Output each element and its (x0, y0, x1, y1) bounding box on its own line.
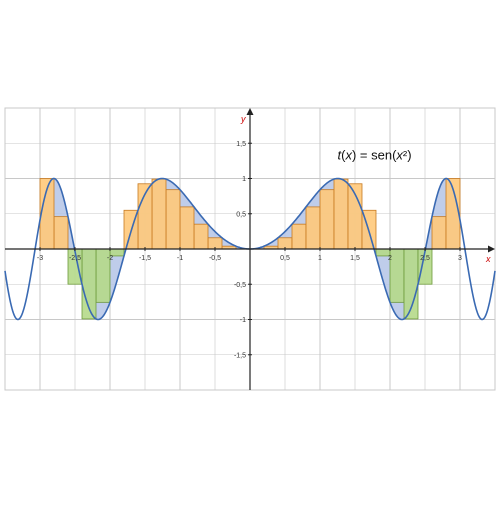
riemann-rect-positive (53, 216, 69, 250)
function-name: t (338, 147, 343, 162)
y-tick-label: 1 (242, 176, 246, 183)
tick-labels: -3 -2,5 -2 -1,5 -1 -0,5 0,5 1 1,5 2 2,5 3 1,5 1 0,5 -0,… (37, 141, 462, 360)
x-tick-label: 1,5 (350, 255, 360, 262)
y-tick-label: 1,5 (236, 141, 246, 148)
x-tick-label: 2,5 (420, 255, 430, 262)
x-axis-arrow (488, 245, 495, 253)
x-tick-label: 0,5 (280, 255, 290, 262)
riemann-rect-positive (319, 189, 335, 250)
riemann-rect-positive (431, 216, 447, 250)
riemann-rect-positive (179, 206, 195, 250)
y-tick-label: -1 (240, 317, 246, 324)
x-tick-label: -2 (107, 255, 113, 262)
function-variable: x (344, 147, 352, 162)
x-tick-label: 3 (458, 255, 462, 262)
axes (5, 108, 495, 390)
function-label: t(x) = sen(x²) (338, 147, 412, 162)
y-tick-label: -1,5 (234, 352, 246, 359)
x-tick-label: 1 (318, 255, 322, 262)
x-axis-label: x (485, 254, 491, 264)
x-tick-label: -1,5 (139, 255, 151, 262)
function-equals-text: = sen( (356, 147, 397, 162)
x-tick-label: -3 (37, 255, 43, 262)
y-tick-label: 0,5 (236, 211, 246, 218)
x-tick-label: -1 (177, 255, 183, 262)
y-tick-label: -0,5 (234, 282, 246, 289)
riemann-rect-positive (151, 178, 167, 250)
y-axis-arrow (246, 108, 254, 115)
function-close-bracket: ) (407, 147, 411, 162)
riemann-rectangles (39, 178, 461, 320)
y-axis-label: y (240, 114, 246, 124)
x-tick-label: -2,5 (69, 255, 81, 262)
riemann-rect-positive (193, 223, 209, 250)
riemann-rect-negative (389, 248, 405, 303)
riemann-rect-positive (305, 206, 321, 250)
riemann-rect-positive (291, 223, 307, 250)
riemann-rect-positive (333, 178, 349, 250)
function-inner-variable: x (395, 147, 403, 162)
riemann-rect-positive (165, 189, 181, 250)
function-close-paren: ) (352, 147, 356, 162)
function-power: ² (403, 147, 408, 162)
x-tick-label: -0,5 (209, 255, 221, 262)
function-open-paren: ( (341, 147, 346, 162)
x-tick-label: 2 (388, 255, 392, 262)
